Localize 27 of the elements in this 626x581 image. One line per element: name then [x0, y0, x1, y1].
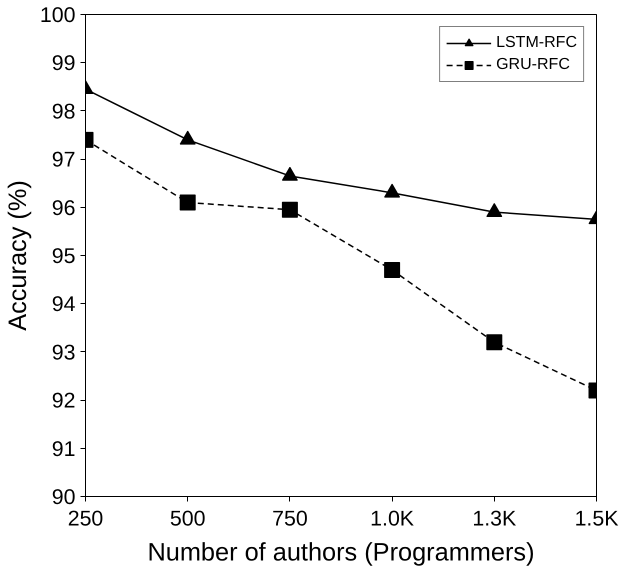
x-tick-label: 1.5K — [574, 506, 618, 530]
y-tick-label: 97 — [52, 148, 76, 172]
legend-label: GRU-RFC — [496, 56, 570, 74]
x-axis-title: Number of authors (Programmers) — [147, 538, 535, 566]
y-tick-label: 93 — [52, 340, 76, 364]
y-axis-title: Accuracy (%) — [4, 180, 32, 331]
y-tick-label: 96 — [52, 196, 76, 220]
x-tick-label: 1.0K — [370, 506, 414, 530]
y-tick-label: 92 — [52, 388, 76, 413]
legend-label: LSTM-RFC — [496, 34, 577, 52]
point — [180, 130, 196, 145]
y-tick-label: 91 — [52, 436, 76, 461]
point — [180, 194, 196, 210]
point — [282, 166, 298, 181]
y-tick-label: 98 — [52, 99, 76, 124]
x-tick-label: 1.3K — [472, 506, 516, 530]
y-tick-label: 95 — [52, 244, 76, 268]
x-tick-label: 250 — [68, 506, 104, 530]
point — [384, 184, 400, 198]
point — [282, 202, 298, 218]
x-tick-label: 750 — [272, 506, 308, 530]
y-tick-label: 99 — [52, 51, 76, 76]
x-tick-label: 500 — [170, 506, 206, 530]
point — [384, 262, 400, 278]
y-tick-label: 100 — [40, 3, 76, 27]
y-tick-label: 90 — [52, 485, 76, 509]
y-tick-label: 94 — [52, 292, 76, 316]
